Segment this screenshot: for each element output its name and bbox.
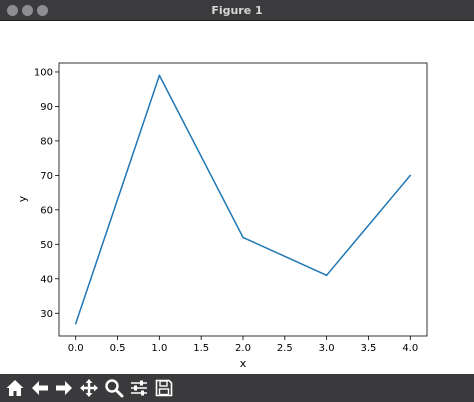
y-tick-label: 60 [40,205,53,216]
points-layer [74,74,412,325]
x-tick-label: 0.5 [110,343,126,354]
window-title: Figure 1 [211,4,263,17]
configure-subplots-button[interactable] [127,376,151,400]
x-tick-label: 2.5 [277,343,293,354]
line-chart: 0.0 0.5 1.0 1.5 2.0 2.5 3.0 3.5 4.0 30 40 50 60 70 80 9… [16,62,428,370]
y-tick-label: 40 [40,274,53,285]
close-window-button[interactable] [7,5,18,16]
y-tick-label: 70 [40,171,53,182]
y-tick-label: 50 [40,240,53,251]
x-tick-label: 0.0 [68,343,84,354]
zoom-button[interactable] [102,376,126,400]
arrow-left-icon [32,381,48,395]
x-tick-label: 4.0 [402,343,418,354]
x-tick-label: 1.0 [151,343,167,354]
data-point [158,74,161,77]
x-tick-label: 3.5 [361,343,377,354]
y-tick-label: 80 [40,136,53,147]
zoom-window-button[interactable] [37,5,48,16]
minimize-window-button[interactable] [22,5,33,16]
forward-button[interactable] [52,376,76,400]
y-tick-label: 90 [40,102,53,113]
data-point [325,274,328,277]
y-tick-label: 100 [34,67,53,78]
navigation-toolbar [0,374,474,402]
data-point [242,236,244,239]
y-tick-label: 30 [40,309,53,320]
x-axis-label: x [240,357,247,370]
floppy-disk-icon [155,379,173,397]
sliders-icon [131,380,147,396]
arrow-right-icon [56,381,72,395]
x-tick-label: 1.5 [193,343,209,354]
x-tick-label: 2.0 [235,343,251,354]
home-icon [6,380,24,396]
title-bar[interactable]: Figure 1 [0,0,474,21]
x-tick-label: 3.0 [319,343,335,354]
y-axis-label: y [16,195,29,202]
data-point [74,322,77,325]
move-icon [80,379,98,397]
series-line [74,74,411,324]
axes-frame [58,62,428,337]
figure-canvas[interactable]: 0.0 0.5 1.0 1.5 2.0 2.5 3.0 3.5 4.0 30 40 50 60 70 80 9… [0,21,474,374]
data-point [409,174,412,177]
ticks-layer: 0.0 0.5 1.0 1.5 2.0 2.5 3.0 3.5 4.0 30 40 50 60 70 80 9… [34,67,418,354]
home-button[interactable] [3,376,27,400]
magnifier-icon [105,379,124,398]
back-button[interactable] [28,376,52,400]
pan-button[interactable] [77,376,101,400]
save-button[interactable] [152,376,176,400]
